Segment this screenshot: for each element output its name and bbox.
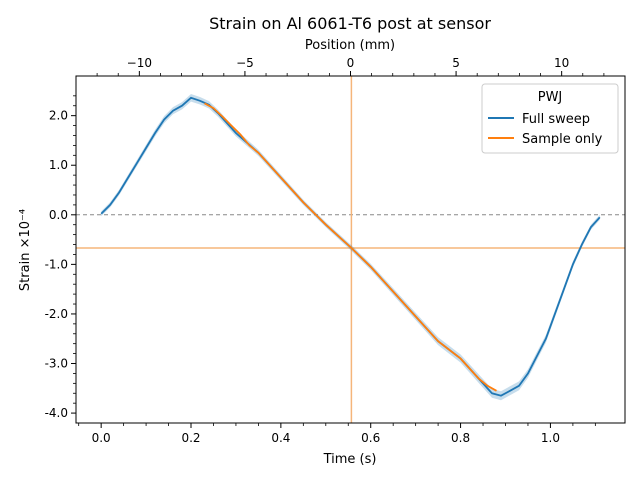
top-x-axis: −10 −5 0 5 10 [96,56,605,76]
x-tick-label: 0.8 [451,431,470,445]
top-x-tick-label: −10 [127,56,152,70]
y-tick-label: 1.0 [49,158,68,172]
top-x-tick-label: −5 [236,56,254,70]
y-axis-label: Strain ×10⁻⁴ [18,209,33,291]
x-tick-label: 0.2 [181,431,200,445]
x-tick-label: 0.4 [271,431,290,445]
y-tick-label: -3.0 [45,357,68,371]
top-x-tick-label: 0 [347,56,355,70]
top-x-axis-label: Position (mm) [305,38,395,53]
y-tick-label: 0.0 [49,208,68,222]
y-tick-label: -4.0 [45,406,68,420]
legend-box [481,83,619,154]
x-tick-label: 1.0 [541,431,560,445]
legend-label-sample-only: Sample only [522,132,603,147]
bottom-x-axis: 0.0 0.2 0.4 0.6 0.8 1.0 [78,423,596,445]
top-x-tick-label: 5 [452,56,460,70]
legend-label-full-sweep: Full sweep [522,112,590,127]
x-tick-label: 0.0 [92,431,111,445]
y-tick-label: -2.0 [45,307,68,321]
top-x-tick-label: 10 [554,56,569,70]
x-tick-label: 0.6 [361,431,380,445]
y-tick-label: 2.0 [49,109,68,123]
y-axis: 2.0 1.0 0.0 -1.0 -2.0 -3.0 -4.0 [45,95,76,420]
chart-title: Strain on Al 6061-T6 post at sensor [209,14,491,33]
legend: PWJ Full sweep Sample only [481,83,619,154]
x-axis-label: Time (s) [323,452,377,467]
legend-title: PWJ [538,90,563,105]
series-sample-only-line [204,102,497,392]
y-tick-label: -1.0 [45,257,68,271]
